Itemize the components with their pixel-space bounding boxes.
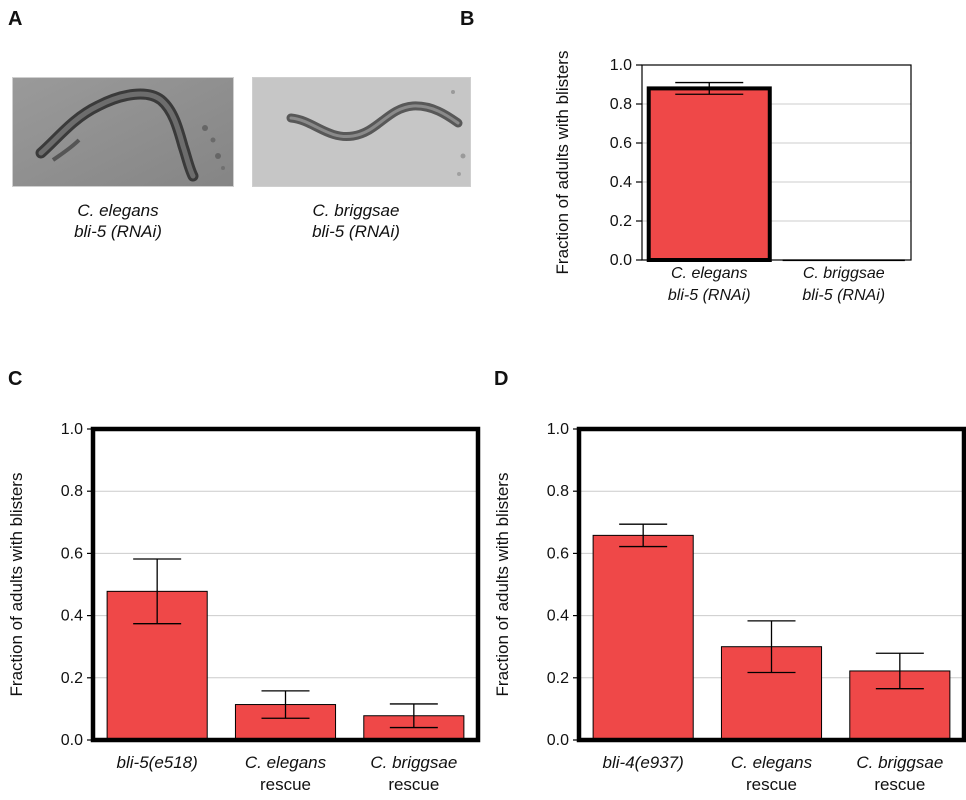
caption-elegans-line2: bli-5 (RNAi) bbox=[74, 222, 162, 241]
panel-c-ytick-label: 0.2 bbox=[61, 670, 83, 687]
panel-c-ytick-label: 0.4 bbox=[61, 608, 83, 625]
panel-d-plot-frame bbox=[576, 426, 966, 743]
panel-c-y-axis-label: Fraction of adults with blisters bbox=[7, 473, 26, 697]
panel-b-category-sublabel: bli-5 (RNAi) bbox=[802, 287, 885, 304]
panel-c-plot-frame bbox=[90, 426, 481, 743]
caption-briggsae-line2: bli-5 (RNAi) bbox=[312, 222, 400, 241]
panel-b-category-sublabel: bli-5 (RNAi) bbox=[668, 287, 751, 304]
panel-label-b: B bbox=[460, 8, 475, 30]
panel-d-category-label: C. elegans bbox=[731, 753, 813, 772]
caption-briggsae-line1: C. briggsae bbox=[312, 201, 400, 220]
panel-d-bar bbox=[592, 534, 694, 741]
panel-b-category-label: C. briggsae bbox=[803, 265, 885, 282]
panel-b-category-label: C. elegans bbox=[671, 265, 748, 282]
panel-b-ytick-label: 0.6 bbox=[610, 135, 632, 152]
panel-c-ytick-label: 0.0 bbox=[61, 732, 83, 749]
panel-b-y-axis-label: Fraction of adults with blisters bbox=[553, 51, 572, 275]
panel-d-category-sublabel: rescue bbox=[874, 775, 925, 794]
panel-b-ytick-label: 0.0 bbox=[610, 252, 632, 269]
panel-d-ytick-label: 0.0 bbox=[547, 732, 569, 749]
panel-d-category-sublabel: rescue bbox=[746, 775, 797, 794]
panel-c-category-sublabel: rescue bbox=[260, 775, 311, 794]
panel-c-ytick-label: 1.0 bbox=[61, 421, 83, 438]
panel-c-ytick-label: 0.6 bbox=[61, 545, 83, 562]
panel-d-ytick-label: 0.2 bbox=[547, 670, 569, 687]
panel-c-category-label: C. briggsae bbox=[370, 753, 457, 772]
worm-image-briggsae bbox=[252, 77, 471, 187]
caption-elegans: C. elegans bli-5 (RNAi) bbox=[18, 200, 218, 242]
panel-c-ytick-label: 0.8 bbox=[61, 483, 83, 500]
panel-c-category-label: bli-5(e518) bbox=[117, 753, 198, 772]
panel-d-category-label: bli-4(e937) bbox=[603, 753, 684, 772]
panel-label-d: D bbox=[494, 368, 509, 390]
panel-label-c: C bbox=[8, 368, 23, 390]
panel-b-ytick-label: 0.2 bbox=[610, 213, 632, 230]
panel-d-category-label: C. briggsae bbox=[856, 753, 943, 772]
panel-b-ytick-label: 1.0 bbox=[610, 57, 632, 74]
panel-label-a: A bbox=[8, 8, 23, 30]
worm-image-elegans bbox=[12, 77, 234, 187]
panel-c-category-sublabel: rescue bbox=[388, 775, 439, 794]
caption-elegans-line1: C. elegans bbox=[77, 201, 159, 220]
panel-b-ytick-label: 0.4 bbox=[610, 174, 632, 191]
panel-b-ytick-label: 0.8 bbox=[610, 96, 632, 113]
panel-d-ytick-label: 0.4 bbox=[547, 608, 569, 625]
panel-d-ytick-label: 0.8 bbox=[547, 483, 569, 500]
panel-d-y-axis-label: Fraction of adults with blisters bbox=[493, 473, 512, 697]
panel-b-bar bbox=[646, 86, 772, 263]
panel-c-category-label: C. elegans bbox=[245, 753, 327, 772]
panel-b-plot-frame bbox=[641, 64, 912, 261]
panel-d-ytick-label: 0.6 bbox=[547, 545, 569, 562]
panel-d-ytick-label: 1.0 bbox=[547, 421, 569, 438]
caption-briggsae: C. briggsae bli-5 (RNAi) bbox=[256, 200, 456, 242]
